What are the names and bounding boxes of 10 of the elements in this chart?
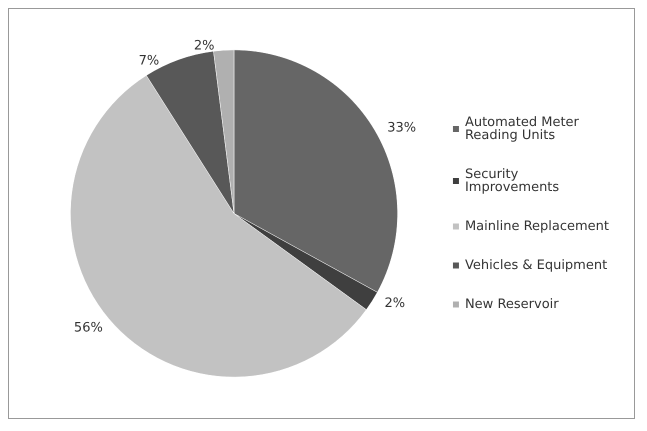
data-label: 33% — [387, 120, 416, 136]
data-label: 2% — [194, 38, 214, 54]
legend-label: Mainline Replacement — [464, 219, 610, 234]
data-label: 2% — [384, 296, 406, 311]
legend-label: New Reservoir — [464, 297, 560, 312]
legend-label: Automated Meter Reading Units — [464, 115, 584, 143]
data-label: 56% — [74, 320, 103, 336]
legend-label: Vehicles & Equipment — [464, 258, 608, 273]
legend-label: Security Improvements — [464, 167, 560, 195]
data-label: 7% — [138, 54, 160, 69]
